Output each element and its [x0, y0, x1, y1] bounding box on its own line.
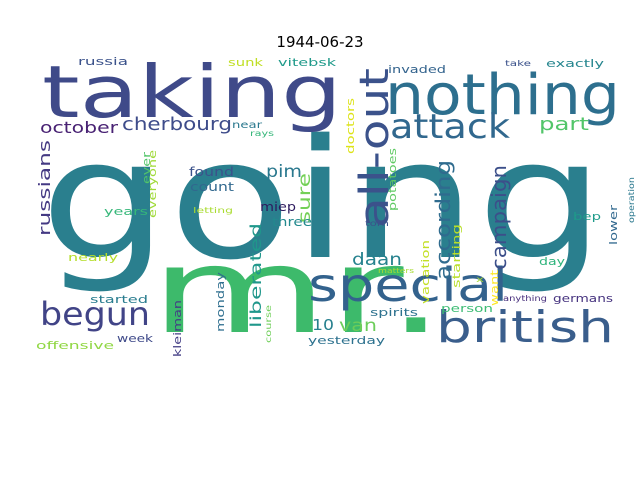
cloud-word-day: day	[539, 255, 565, 268]
cloud-word-years: years	[104, 205, 148, 218]
cloud-word-russians: russians	[35, 140, 54, 236]
cloud-word-ever: ever	[140, 152, 153, 184]
cloud-word-person: person	[441, 302, 493, 315]
cloud-word-found: found	[189, 165, 234, 179]
cloud-word-lower: lower	[607, 205, 620, 245]
cloud-word-sunk: sunk	[228, 56, 263, 69]
cloud-word-doctors: doctors	[344, 98, 357, 154]
cloud-word-anything: anything	[503, 294, 547, 303]
cloud-word-rays: rays	[250, 129, 274, 138]
cloud-word-yesterday: yesterday	[308, 334, 385, 347]
cloud-word-operation: operation	[627, 177, 636, 223]
cloud-word-monday: monday	[214, 272, 227, 332]
cloud-word-letting: letting	[193, 206, 233, 215]
cloud-word-x: x	[476, 275, 484, 284]
cloud-word-kleiman: kleiman	[171, 300, 184, 357]
cloud-word-cherbourg: cherbourg	[122, 114, 232, 135]
cloud-word-part: part	[539, 114, 589, 135]
cloud-word-taking: taking	[42, 50, 342, 134]
cloud-word-invaded: invaded	[388, 63, 446, 76]
cloud-word-nothing: nothing	[385, 63, 620, 128]
cloud-word-russia: russia	[78, 55, 128, 68]
cloud-word-spirits: spirits	[370, 306, 418, 319]
cloud-title: 1944-06-23	[276, 33, 364, 51]
cloud-word-exactly: exactly	[546, 57, 604, 70]
cloud-word-started: started	[90, 293, 148, 306]
cloud-word-week: week	[117, 332, 153, 345]
cloud-word-potatoes: potatoes	[386, 148, 399, 211]
cloud-word-10: 10	[312, 316, 334, 334]
cloud-word-bep: bep	[573, 210, 601, 223]
cloud-word-want: want	[488, 270, 501, 306]
cloud-word-matters: matters	[378, 267, 414, 275]
cloud-word-british: british	[436, 302, 614, 353]
cloud-word-three: three	[272, 215, 312, 229]
cloud-word-nearly: nearly	[68, 251, 118, 264]
cloud-word-attack: attack	[390, 107, 510, 147]
cloud-word-take: take	[505, 59, 531, 68]
cloud-word-torn: torn	[365, 219, 389, 228]
cloud-word-starting: starting	[450, 224, 463, 288]
cloud-word-miep: miep	[260, 200, 296, 214]
cloud-word-van: van	[339, 316, 377, 336]
cloud-word-pim: pim	[266, 162, 302, 182]
cloud-word-mr: mr.	[150, 222, 445, 360]
cloud-word-going: going	[40, 104, 605, 296]
cloud-word-near: near	[232, 120, 262, 131]
cloud-word-vacation: vacation	[419, 240, 432, 304]
cloud-word-vitebsk: vitebsk	[278, 56, 336, 69]
cloud-word-course: course	[264, 305, 273, 343]
cloud-word-daan: daan	[352, 250, 402, 270]
cloud-word-count: count	[190, 180, 234, 194]
cloud-word-offensive: offensive	[36, 339, 114, 352]
cloud-word-special: special	[308, 258, 508, 312]
cloud-word-october: october	[40, 118, 118, 137]
cloud-word-begun: begun	[40, 295, 150, 333]
cloud-word-germans: germans	[553, 292, 613, 305]
cloud-word-liberated: liberated	[247, 223, 265, 328]
cloud-word-campaign: campaign	[487, 165, 511, 270]
